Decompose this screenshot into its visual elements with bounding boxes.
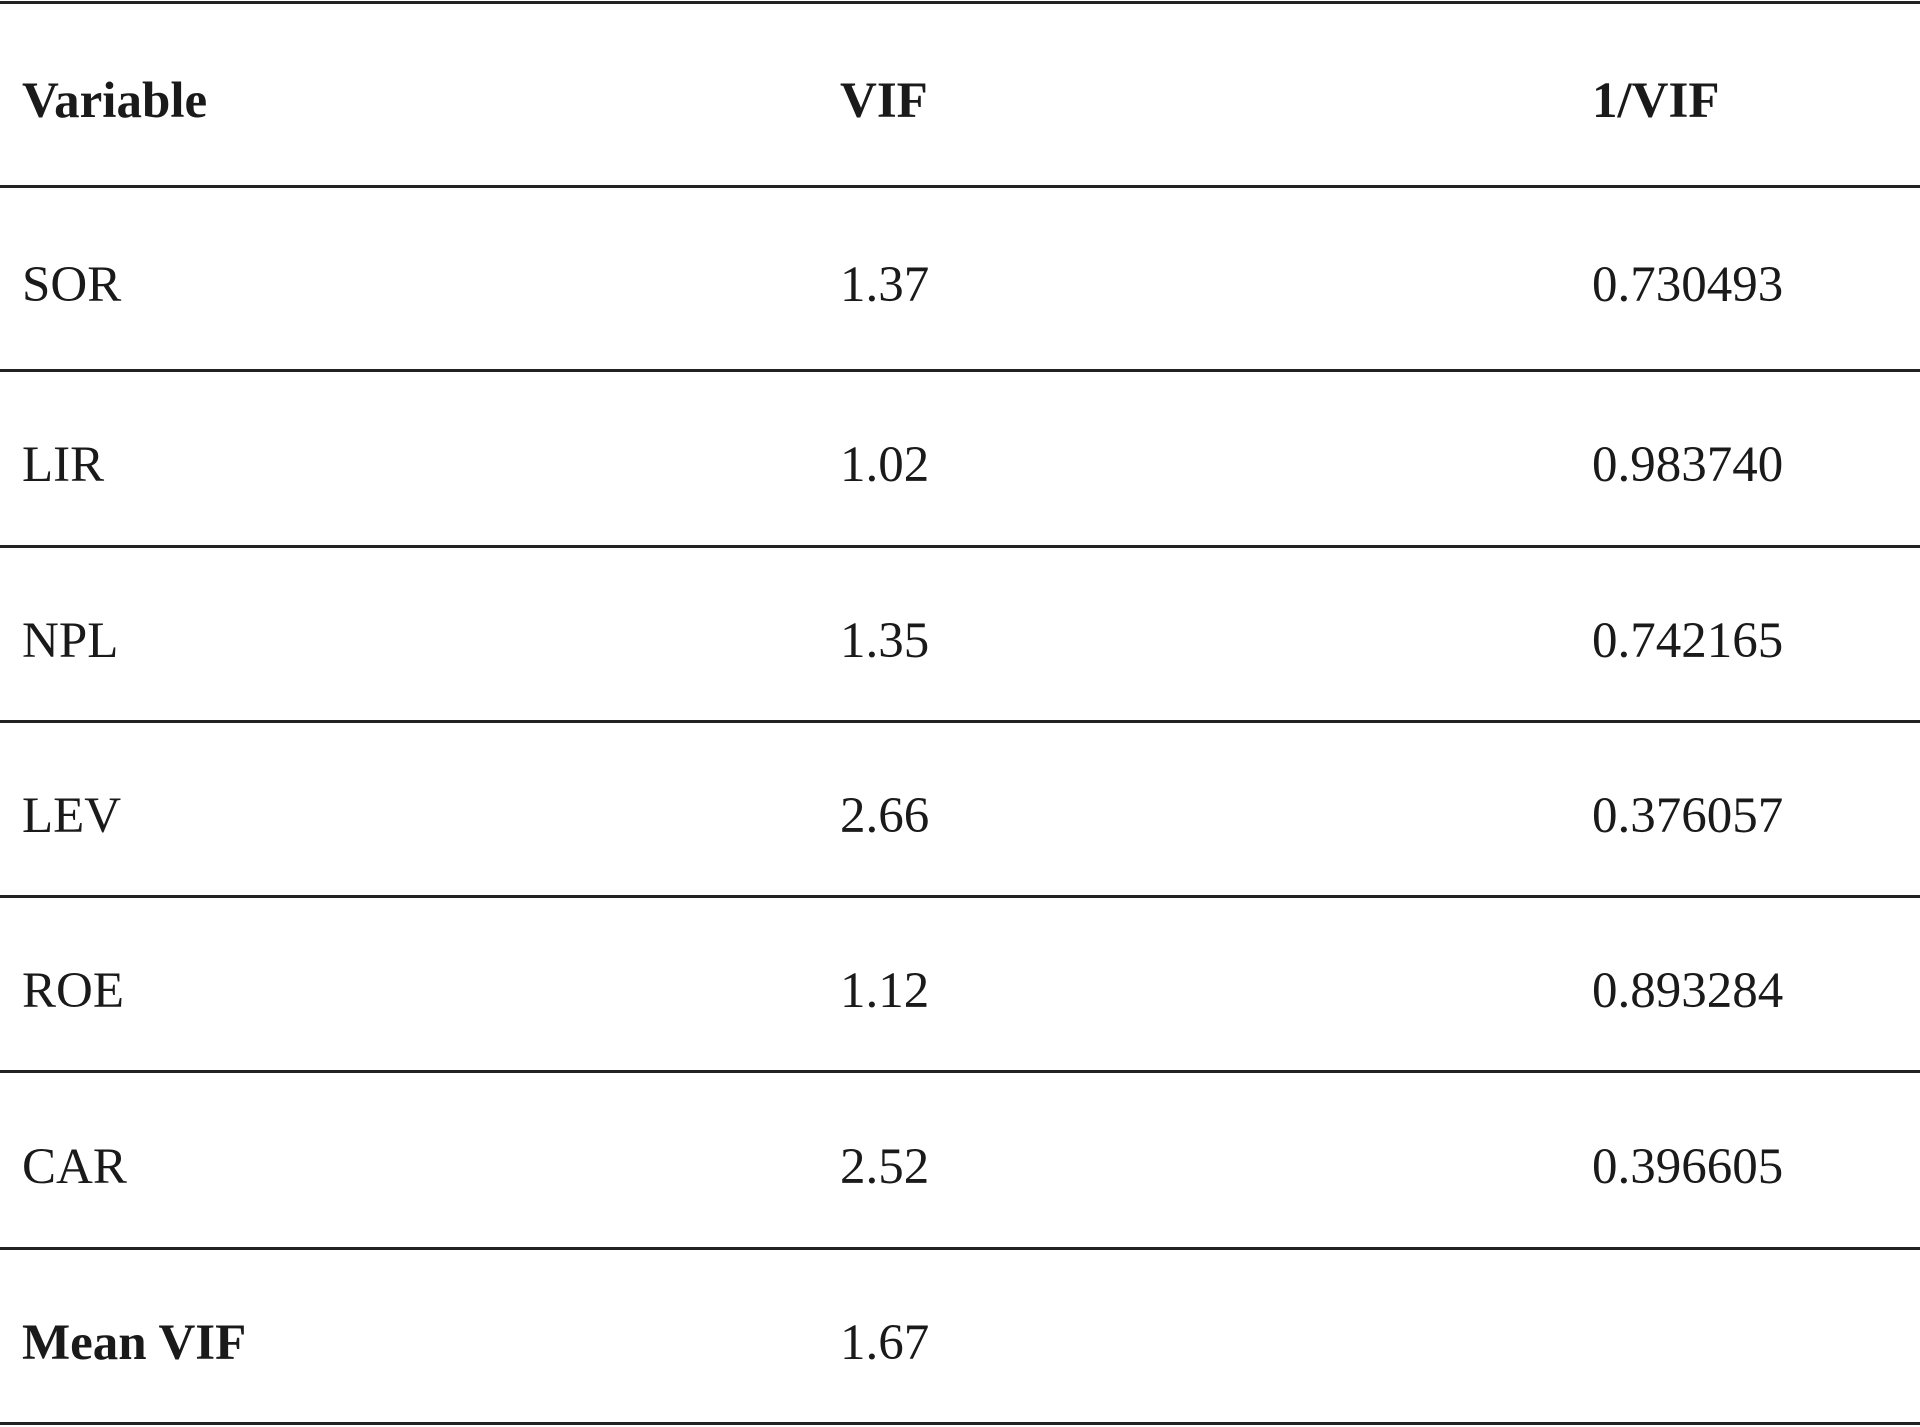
row-rule (0, 1422, 1920, 1425)
body-cell: LIR (22, 437, 105, 493)
header-cell: Variable (22, 73, 208, 129)
body-cell: 0.983740 (1592, 437, 1784, 493)
row-rule (0, 895, 1920, 898)
body-cell: 1.12 (840, 962, 930, 1019)
row-rule (0, 1, 1920, 4)
row-rule (0, 185, 1920, 188)
body-cell: SOR (22, 257, 122, 313)
header-cell: 1/VIF (1592, 73, 1720, 129)
body-cell: 0.742165 (1592, 612, 1784, 669)
body-cell: 0.730493 (1592, 257, 1784, 313)
body-cell: NPL (22, 612, 119, 669)
row-rule (0, 369, 1920, 372)
body-cell: 0.396605 (1592, 1138, 1784, 1195)
row-rule (0, 1247, 1920, 1250)
body-cell: LEV (22, 787, 122, 844)
header-cell: VIF (840, 73, 928, 129)
body-cell: 0.376057 (1592, 787, 1784, 844)
body-cell: ROE (22, 962, 124, 1019)
body-cell: 1.37 (840, 257, 930, 313)
row-rule (0, 1070, 1920, 1073)
body-cell: 1.35 (840, 612, 930, 669)
row-rule (0, 545, 1920, 548)
footer-cell: Mean VIF (22, 1314, 247, 1371)
body-cell: 2.52 (840, 1138, 930, 1195)
footer-cell: 1.67 (840, 1314, 930, 1371)
row-rule (0, 720, 1920, 723)
body-cell: 2.66 (840, 787, 930, 844)
body-cell: CAR (22, 1138, 127, 1195)
body-cell: 1.02 (840, 437, 930, 493)
body-cell: 0.893284 (1592, 962, 1784, 1019)
